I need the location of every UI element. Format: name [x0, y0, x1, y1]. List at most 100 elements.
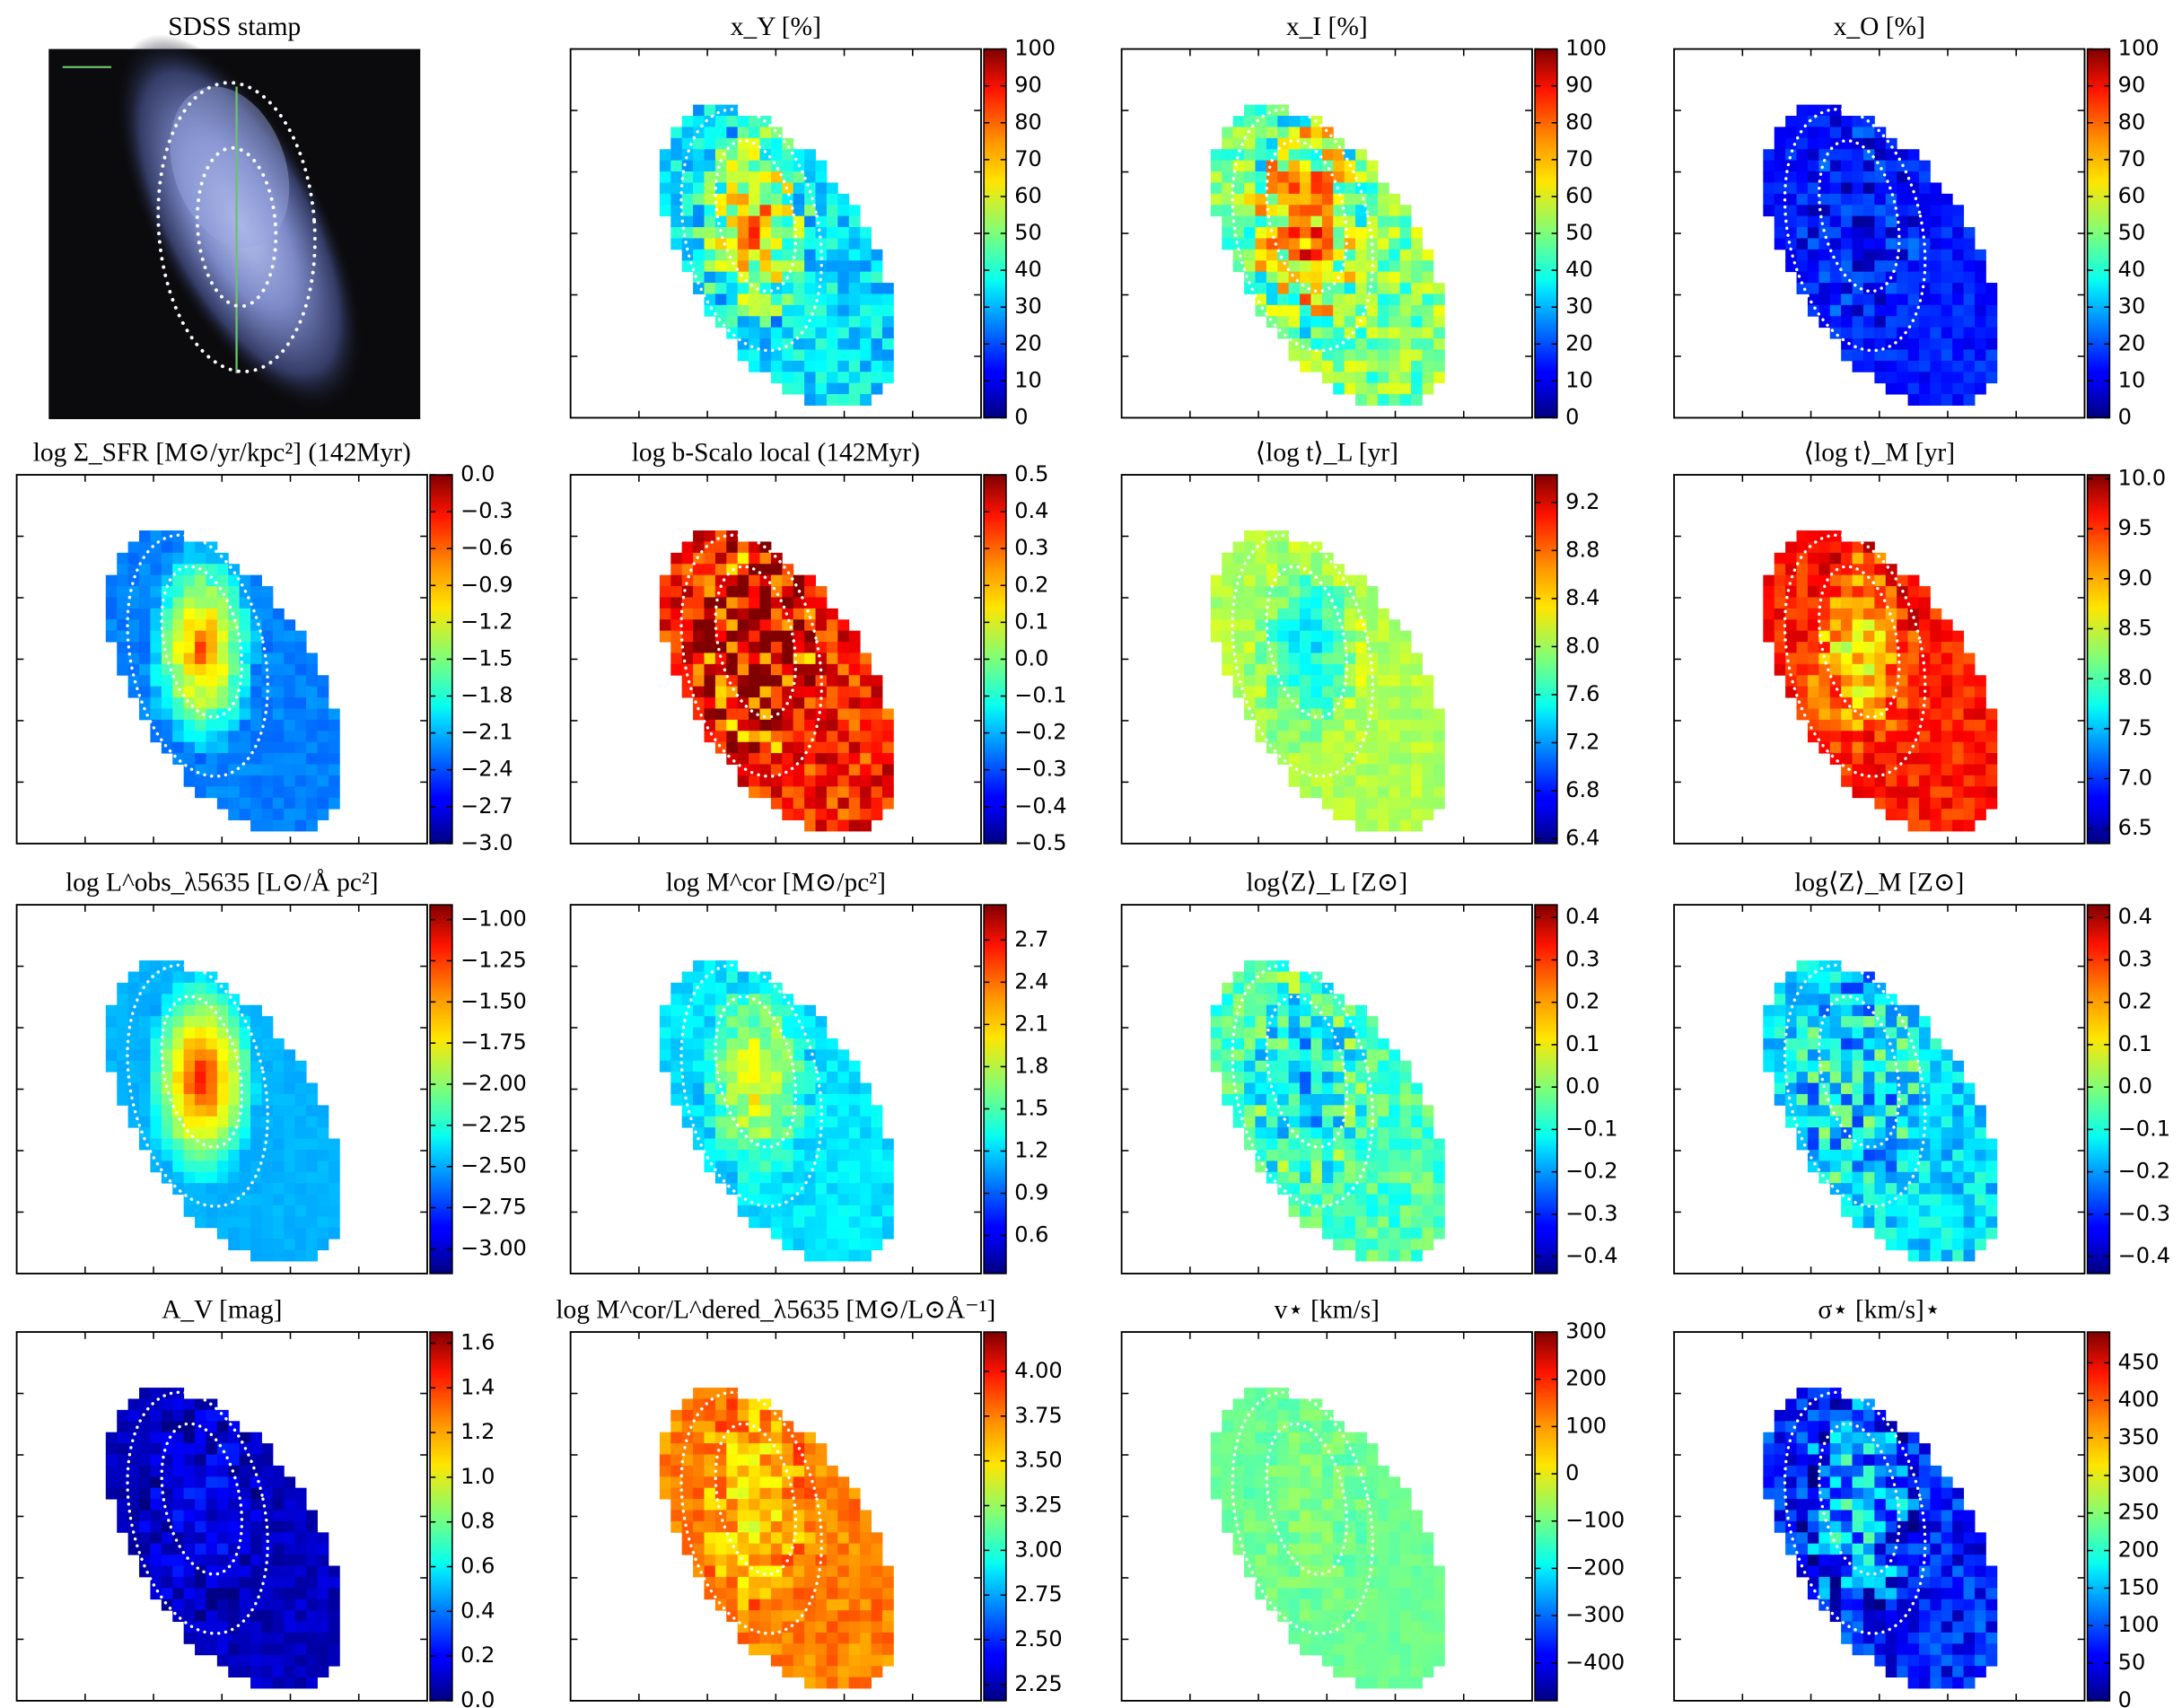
- map-pixel: [1377, 630, 1389, 643]
- map-pixel: [117, 608, 129, 620]
- map-pixel: [1300, 327, 1311, 339]
- map-pixel: [1288, 149, 1301, 162]
- map-pixel: [1785, 127, 1798, 139]
- map-pixel: [837, 719, 850, 731]
- map-pixel: [1930, 675, 1942, 688]
- map-pixel: [1897, 1072, 1909, 1084]
- map-pixel: [704, 653, 716, 665]
- map-pixel: [1974, 293, 1986, 306]
- map-pixel: [815, 1239, 828, 1251]
- map-pixel: [1952, 753, 1965, 765]
- map-pixel: [815, 819, 828, 832]
- map-pixel: [1399, 642, 1412, 653]
- map-pixel: [782, 1171, 794, 1184]
- map-pixel: [1907, 338, 1920, 350]
- map-pixel: [737, 541, 749, 554]
- map-pixel: [670, 982, 683, 994]
- map-pixel: [1796, 137, 1809, 150]
- map-pixel: [1807, 1161, 1819, 1173]
- map-pixel: [714, 293, 727, 306]
- map-pixel: [1852, 116, 1864, 127]
- map-pixel: [670, 1027, 683, 1039]
- map-pixel: [1288, 1161, 1301, 1173]
- map-pixel: [1974, 1216, 1986, 1229]
- map-pixel: [793, 1183, 805, 1196]
- map-pixel: [1310, 238, 1323, 250]
- map-pixel: [704, 552, 716, 565]
- map-pixel: [1897, 1194, 1909, 1206]
- map-pixel: [693, 182, 705, 195]
- colorbar-tick-label: 10: [1014, 367, 1042, 392]
- map-pixel: [693, 586, 705, 598]
- map-pixel: [1411, 809, 1423, 820]
- map-pixel: [1862, 1038, 1875, 1050]
- map-pixel: [1918, 1105, 1931, 1117]
- map-pixel: [1411, 1183, 1423, 1196]
- map-pixel: [1862, 327, 1875, 339]
- map-pixel: [117, 1060, 129, 1073]
- map-pixel: [826, 686, 838, 698]
- map-pixel: [860, 1216, 872, 1229]
- map-pixel: [1377, 1183, 1389, 1196]
- map-pixel: [183, 719, 196, 731]
- map-pixel: [848, 1171, 861, 1184]
- map-pixel: [1321, 994, 1334, 1006]
- map-pixel: [317, 697, 329, 709]
- map-pixel: [294, 809, 307, 820]
- map-pixel: [826, 753, 838, 765]
- map-pixel: [1422, 675, 1434, 688]
- map-pixel: [1266, 708, 1278, 721]
- map-pixel: [294, 675, 307, 688]
- map-pixel: [1952, 1138, 1965, 1151]
- map-pixel: [195, 1082, 206, 1095]
- map-pixel: [1355, 1194, 1367, 1206]
- map-pixel: [749, 160, 760, 172]
- map-pixel: [206, 1004, 218, 1017]
- map-pixel: [693, 1016, 705, 1028]
- map-pixel: [1952, 1082, 1965, 1095]
- colorbar-tick-label: 0.0: [2118, 1073, 2152, 1099]
- map-pixel: [693, 960, 705, 972]
- map-pixel: [228, 597, 241, 609]
- map-pixel: [1377, 753, 1389, 765]
- map-pixel: [837, 260, 850, 273]
- map-pixel: [826, 786, 838, 799]
- map-pixel: [250, 1027, 262, 1039]
- map-pixel: [1907, 238, 1920, 250]
- map-pixel: [1829, 653, 1842, 665]
- map-pixel: [1321, 205, 1334, 217]
- map-pixel: [1852, 1072, 1864, 1084]
- map-pixel: [1829, 171, 1842, 183]
- map-pixel: [1774, 182, 1786, 195]
- map-pixel: [860, 731, 872, 743]
- map-pixel: [1930, 608, 1942, 620]
- map-pixel: [1818, 260, 1831, 273]
- map-pixel: [1310, 260, 1323, 273]
- map-pixel: [105, 597, 118, 609]
- map-pixel: [1244, 1072, 1256, 1084]
- map-pixel: [749, 182, 760, 195]
- map-pixel: [681, 630, 694, 643]
- map-pixel: [1377, 316, 1389, 328]
- map-pixel: [183, 630, 196, 643]
- map-pixel: [704, 608, 716, 620]
- map-pixel: [1807, 708, 1819, 721]
- map-pixel: [1862, 574, 1875, 587]
- map-pixel: [770, 360, 783, 372]
- map-pixel: [1333, 686, 1345, 698]
- map-pixel: [837, 1127, 850, 1140]
- map-pixel: [1862, 653, 1875, 665]
- map-pixel: [284, 686, 296, 698]
- map-pixel: [1941, 1227, 1953, 1239]
- colorbar: [2086, 904, 2111, 1274]
- map-pixel: [272, 1116, 285, 1128]
- map-pixel: [1897, 1239, 1909, 1251]
- colorbar-tick-label: 90: [1014, 73, 1042, 98]
- map-pixel: [1333, 1161, 1345, 1173]
- map-pixel: [161, 1138, 173, 1151]
- map-pixel: [1377, 741, 1389, 754]
- map-pixel: [737, 552, 749, 565]
- map-pixel: [161, 541, 173, 554]
- map-pixel: [1963, 360, 1976, 372]
- map-pixel: [284, 1093, 296, 1106]
